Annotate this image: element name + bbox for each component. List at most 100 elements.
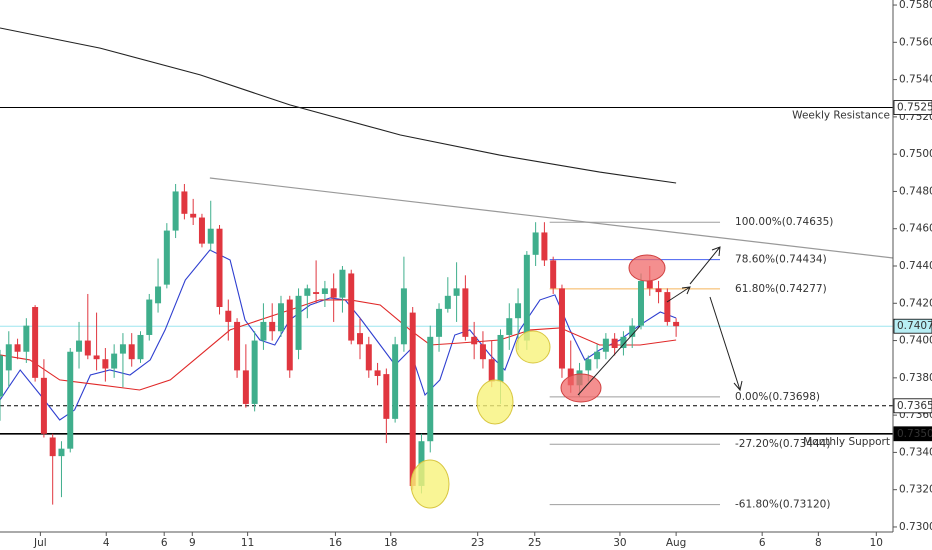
candle-body: [637, 280, 644, 326]
candle-body: [479, 344, 486, 360]
candle-body: [23, 325, 30, 352]
price-tag: [893, 318, 932, 334]
x-tick-label: 9: [189, 537, 196, 549]
y-tick-label: 0.73400: [899, 446, 932, 458]
level-text: Weekly Resistance: [792, 110, 890, 122]
candle-body: [0, 355, 3, 397]
y-tick-label: 0.74000: [899, 335, 932, 347]
candle-body: [76, 340, 83, 352]
candle-body: [497, 334, 504, 382]
candle-body: [515, 303, 522, 319]
candle-body: [471, 336, 478, 345]
candle-body: [348, 273, 355, 341]
price-tag-label: 0.74077: [897, 320, 932, 332]
candle-body: [207, 228, 214, 244]
fib-label: 61.80%(0.74277): [735, 283, 827, 295]
y-tick-label: 0.75400: [899, 74, 932, 86]
moving-average: [0, 299, 677, 391]
annotations: [410, 254, 666, 509]
arrow: [689, 246, 721, 285]
candle-body: [40, 377, 47, 434]
candle-body: [234, 321, 241, 371]
x-tick-label: 8: [815, 537, 822, 549]
x-tick-label: 11: [241, 537, 254, 549]
candle-body: [181, 191, 188, 214]
candle-body: [400, 288, 407, 345]
candle-body: [602, 338, 609, 352]
candle-body: [444, 295, 451, 309]
y-tick-label: 0.73000: [899, 521, 932, 533]
candle-body: [128, 344, 135, 360]
candle-body: [67, 351, 74, 449]
candle-body: [111, 353, 118, 369]
candle-body: [251, 340, 258, 404]
candle-body: [655, 288, 662, 293]
candle-body: [277, 303, 284, 332]
fib-label: 0.00%(0.73698): [735, 391, 820, 403]
x-tick-label: 18: [384, 537, 397, 549]
moving-average: [0, 27, 677, 184]
candle-body: [357, 333, 364, 345]
candle-body: [84, 340, 91, 356]
y-tick-label: 0.75600: [899, 36, 932, 48]
candle-body: [453, 288, 460, 296]
candle-body: [198, 217, 205, 244]
candle-body: [629, 325, 636, 337]
highlight-ellipse: [410, 459, 450, 509]
highlight-ellipse: [476, 379, 514, 425]
candle-body: [304, 288, 311, 296]
candle-body: [225, 310, 232, 322]
price-tag: [893, 426, 932, 442]
trendline: [209, 177, 894, 259]
arrows: [577, 246, 743, 396]
arrow: [709, 296, 743, 392]
candle-body: [383, 374, 390, 419]
x-tick-label: 6: [161, 537, 168, 549]
fib-label: 78.60%(0.74434): [735, 254, 827, 266]
candle-body: [620, 336, 627, 349]
candle-body: [330, 288, 337, 298]
candle-body: [172, 191, 179, 231]
candle-body: [365, 344, 372, 371]
candle-body: [506, 318, 513, 335]
candle-body: [392, 344, 399, 419]
candle-body: [5, 344, 12, 371]
x-tick-label: 4: [103, 537, 110, 549]
arrow: [666, 286, 691, 303]
candle-body: [260, 321, 267, 341]
candle-body: [155, 286, 162, 304]
y-tick-label: 0.74600: [899, 223, 932, 235]
y-tick-label: 0.75000: [899, 148, 932, 160]
fib-label: 100.00%(0.74635): [735, 216, 833, 228]
candle-body: [269, 321, 276, 332]
candle-body: [295, 295, 302, 350]
candle-body: [550, 260, 557, 289]
x-tick-label: 6: [759, 537, 766, 549]
candle-body: [93, 355, 100, 360]
candle-body: [286, 299, 293, 371]
candle-body: [339, 269, 346, 298]
highlight-ellipse: [515, 330, 551, 364]
candle-body: [146, 299, 153, 335]
candle-body: [409, 312, 416, 486]
candle-body: [594, 351, 601, 360]
highlight-ellipse: [560, 373, 602, 403]
candle-body: [541, 232, 548, 261]
x-tick-label: 16: [329, 537, 343, 549]
candle-body: [119, 344, 126, 354]
candle-body: [163, 230, 170, 285]
candle-body: [102, 359, 109, 369]
y-tick-label: 0.74200: [899, 297, 932, 309]
highlight-ellipse: [628, 254, 666, 282]
candle-body: [427, 336, 434, 442]
support-line: [577, 325, 641, 396]
candle-body: [374, 370, 381, 376]
candle-body: [14, 344, 21, 352]
fib-label: -61.80%(0.73120): [735, 499, 830, 511]
candle-body: [488, 359, 495, 382]
y-tick-label: 0.73200: [899, 484, 932, 496]
x-tick-label: 10: [870, 537, 883, 549]
